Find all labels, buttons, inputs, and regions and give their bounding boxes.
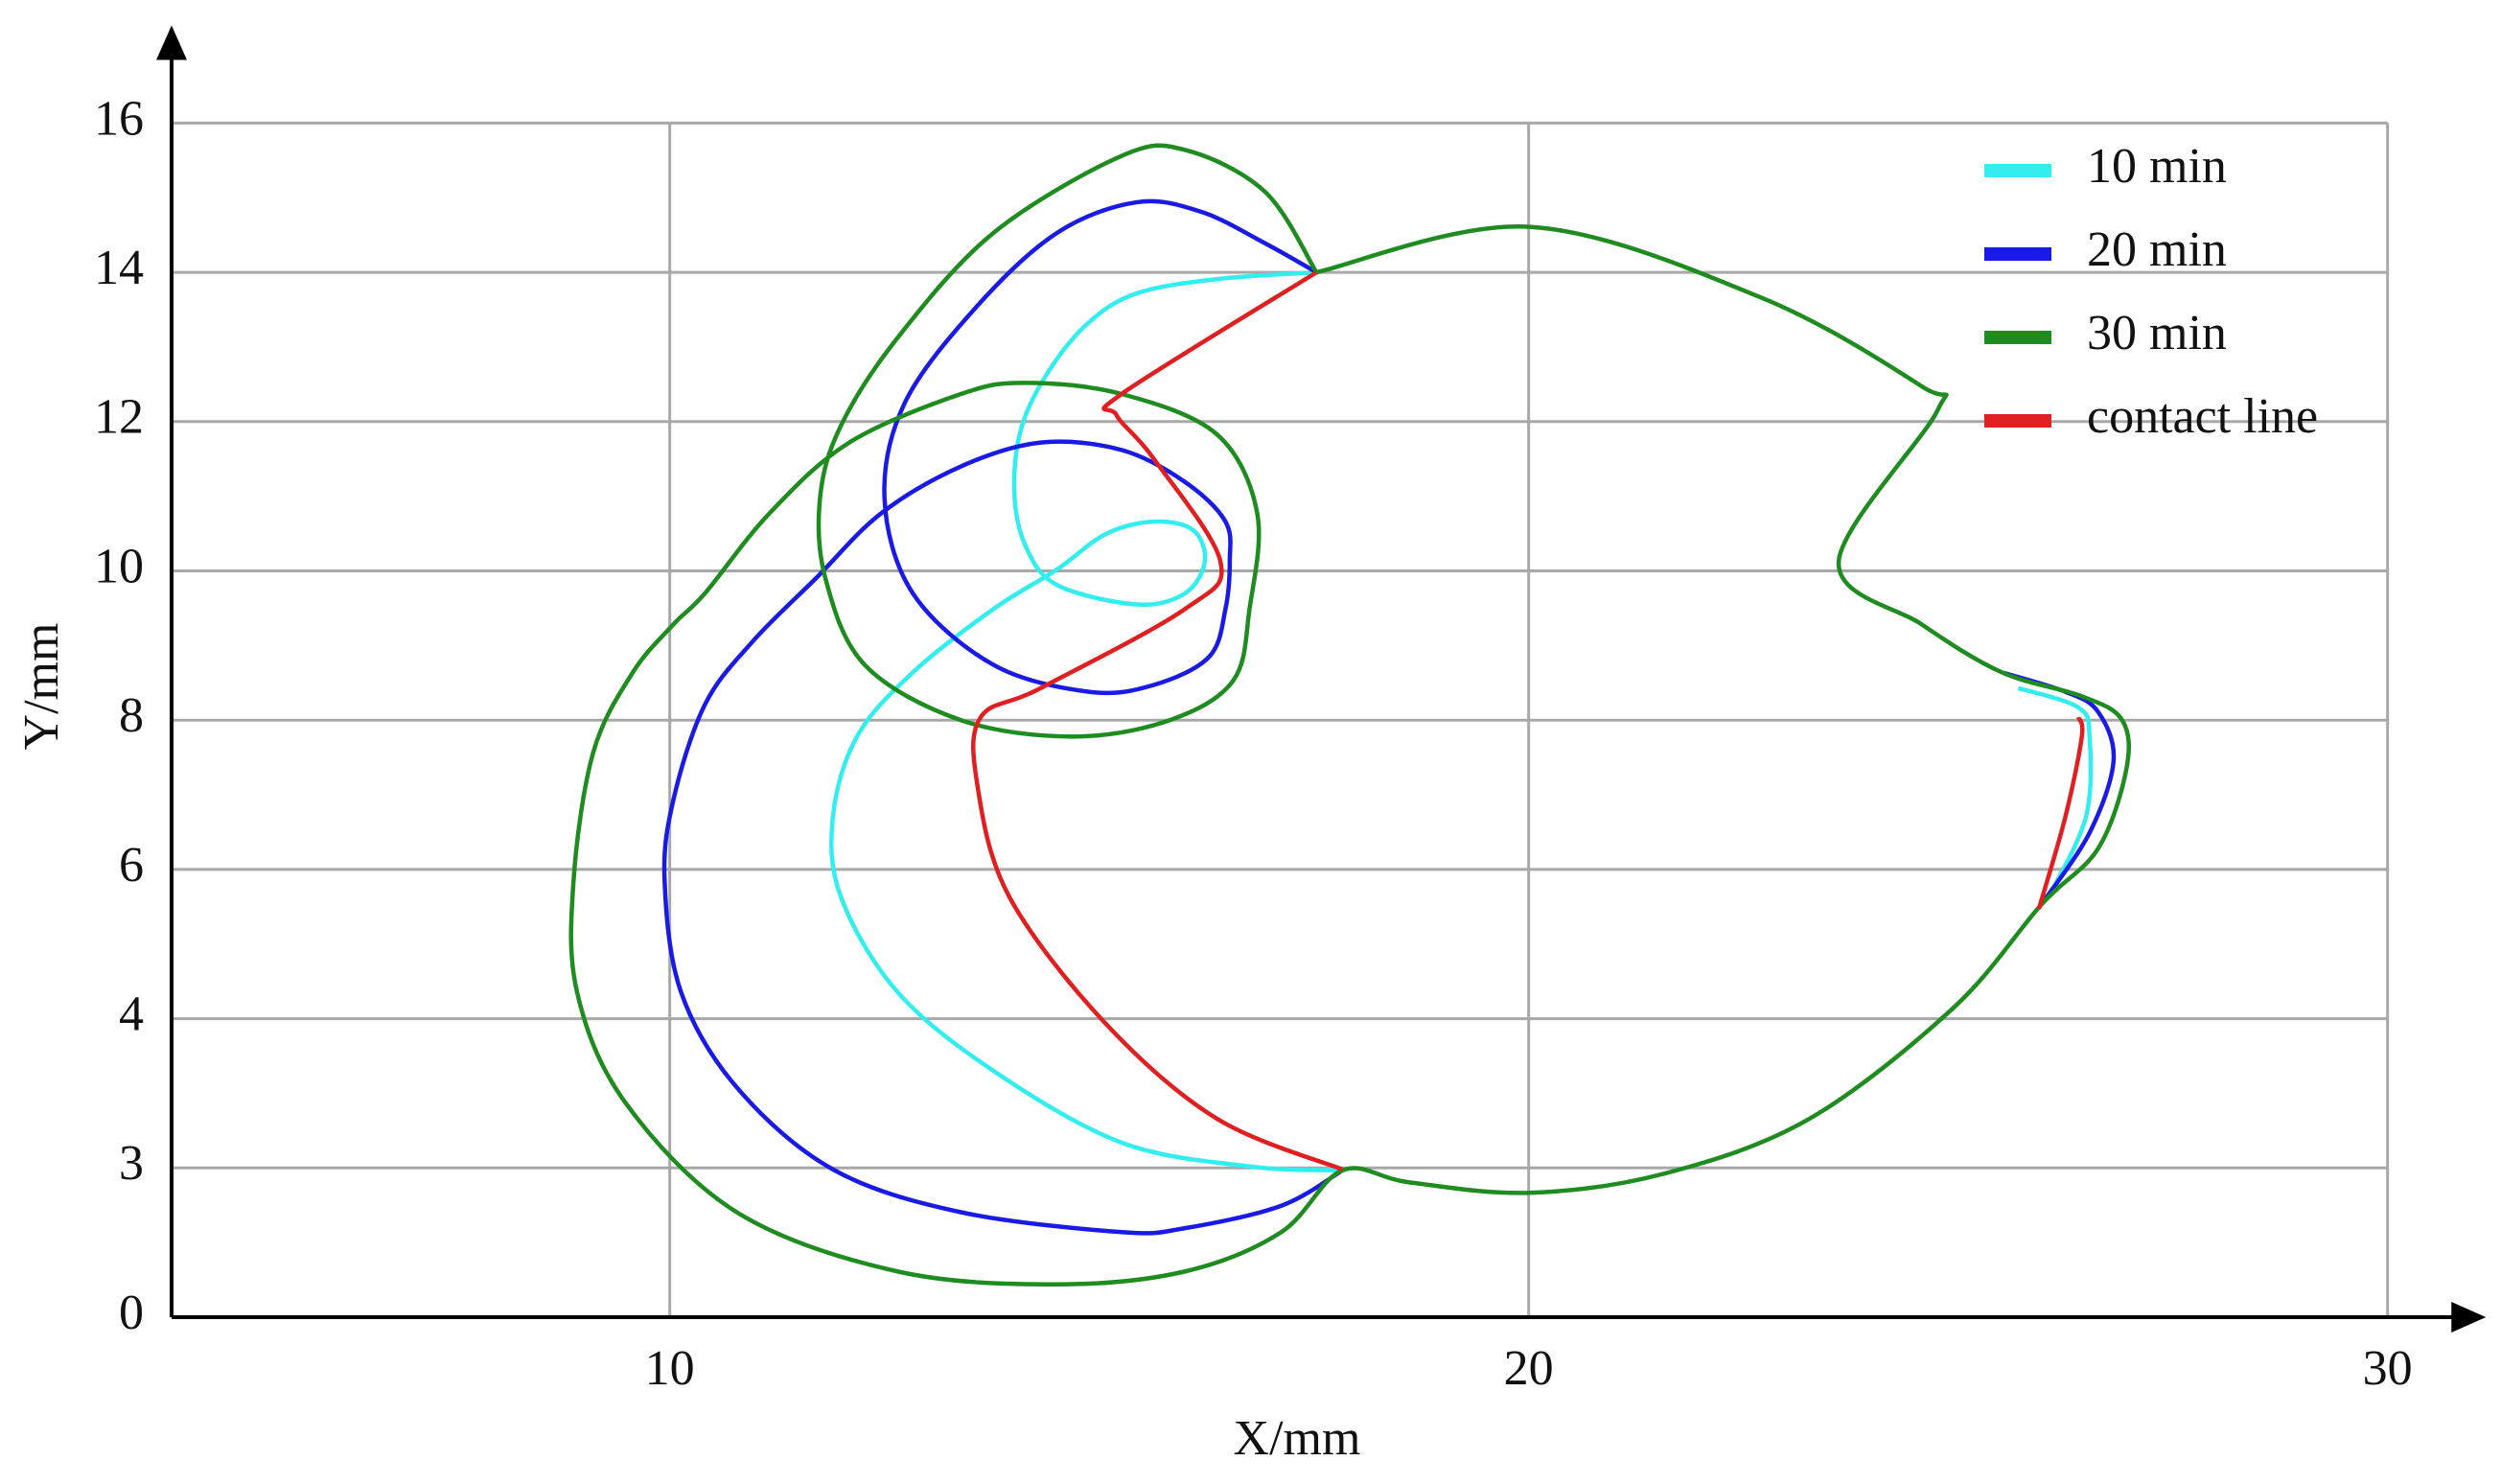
y-tick-label: 4 bbox=[119, 987, 144, 1042]
legend-label: 20 min bbox=[2087, 222, 2227, 277]
series-line bbox=[568, 143, 2132, 1287]
x-axis-label: X/mm bbox=[1234, 1411, 1361, 1466]
y-tick-label: 3 bbox=[119, 1136, 144, 1191]
y-tick-label: 6 bbox=[119, 838, 144, 893]
legend: 10 min 20 min 30 min contact line bbox=[1984, 139, 2318, 444]
legend-label: 10 min bbox=[2087, 139, 2227, 194]
x-tick-label: 30 bbox=[2363, 1341, 2413, 1396]
y-tick-label: 16 bbox=[94, 91, 144, 146]
x-tick-label: 20 bbox=[1504, 1341, 1554, 1396]
legend-label: contact line bbox=[2087, 389, 2318, 444]
y-tick-label: 8 bbox=[119, 688, 144, 743]
legend-label: 30 min bbox=[2087, 306, 2227, 360]
y-tick-label: 14 bbox=[94, 241, 144, 295]
curves bbox=[568, 143, 2132, 1287]
y-axis-label: Y/mm bbox=[14, 623, 69, 751]
x-tick-label: 10 bbox=[645, 1341, 695, 1396]
series-line bbox=[971, 270, 2085, 1171]
y-tick-label: 0 bbox=[119, 1286, 144, 1340]
series-line bbox=[829, 269, 2094, 1173]
axes: 0 3 4 6 8 10 12 14 16 10 20 30 bbox=[94, 25, 2487, 1396]
y-tick-label: 10 bbox=[94, 539, 144, 593]
grid bbox=[172, 121, 2390, 1317]
y-tick-label: 12 bbox=[94, 390, 144, 445]
